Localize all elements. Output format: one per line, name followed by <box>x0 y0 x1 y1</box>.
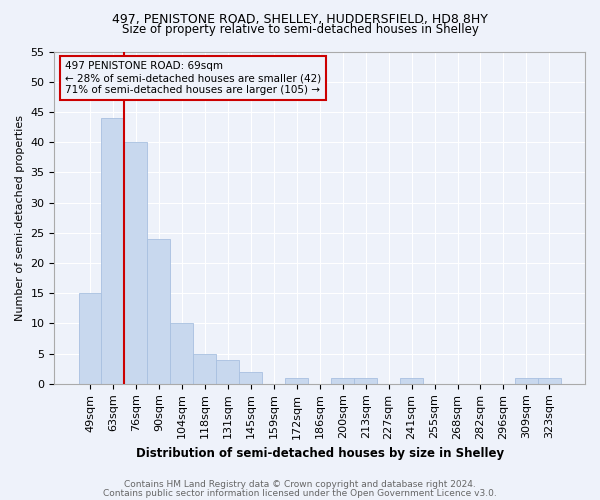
Text: 497, PENISTONE ROAD, SHELLEY, HUDDERSFIELD, HD8 8HY: 497, PENISTONE ROAD, SHELLEY, HUDDERSFIE… <box>112 12 488 26</box>
Bar <box>331 378 354 384</box>
Bar <box>170 324 193 384</box>
Bar <box>400 378 423 384</box>
Bar <box>239 372 262 384</box>
Bar <box>515 378 538 384</box>
Y-axis label: Number of semi-detached properties: Number of semi-detached properties <box>15 114 25 320</box>
Text: 497 PENISTONE ROAD: 69sqm
← 28% of semi-detached houses are smaller (42)
71% of : 497 PENISTONE ROAD: 69sqm ← 28% of semi-… <box>65 62 321 94</box>
X-axis label: Distribution of semi-detached houses by size in Shelley: Distribution of semi-detached houses by … <box>136 447 504 460</box>
Bar <box>124 142 148 384</box>
Bar <box>217 360 239 384</box>
Bar <box>79 293 101 384</box>
Bar <box>148 239 170 384</box>
Text: Size of property relative to semi-detached houses in Shelley: Size of property relative to semi-detach… <box>122 22 478 36</box>
Bar <box>285 378 308 384</box>
Bar <box>354 378 377 384</box>
Text: Contains public sector information licensed under the Open Government Licence v3: Contains public sector information licen… <box>103 488 497 498</box>
Bar <box>538 378 561 384</box>
Bar <box>193 354 217 384</box>
Bar <box>101 118 124 384</box>
Text: Contains HM Land Registry data © Crown copyright and database right 2024.: Contains HM Land Registry data © Crown c… <box>124 480 476 489</box>
